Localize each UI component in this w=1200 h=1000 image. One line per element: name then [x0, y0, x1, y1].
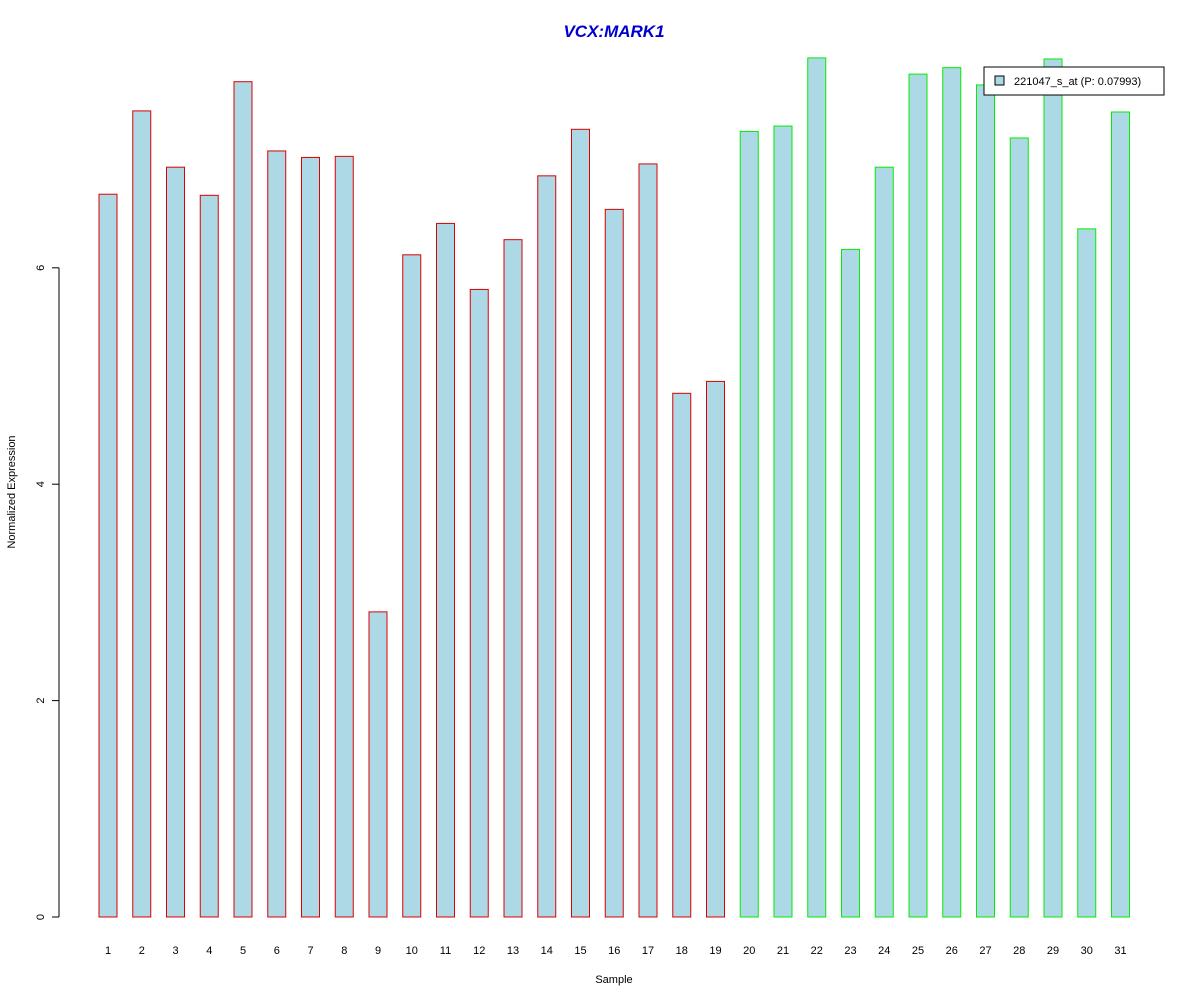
bar-sample-11 — [436, 222, 455, 918]
bar-sample-17 — [638, 163, 658, 918]
bar-sample-7 — [301, 156, 320, 918]
bar-sample-29 — [1043, 58, 1063, 918]
x-axis-label: Sample — [595, 974, 632, 986]
bar-sample-27 — [976, 84, 995, 918]
bar-sample-2 — [132, 110, 152, 918]
x-tick-label: 22 — [811, 945, 823, 957]
bar-sample-12 — [469, 288, 489, 918]
y-tick-label: 6 — [35, 265, 47, 271]
x-tick-label: 18 — [676, 945, 688, 957]
x-tick-label: 29 — [1047, 945, 1059, 957]
x-tick-label: 23 — [844, 945, 856, 957]
bar-sample-18 — [672, 392, 692, 918]
legend: 221047_s_at (P: 0.07993) — [983, 66, 1165, 96]
bar-sample-22 — [807, 57, 827, 918]
bar-sample-13 — [503, 239, 523, 918]
bar-sample-14 — [537, 175, 557, 918]
x-tick-label: 15 — [574, 945, 586, 957]
x-tick-label: 24 — [878, 945, 890, 957]
bar-sample-15 — [571, 128, 590, 918]
bar-sample-31 — [1111, 111, 1130, 918]
bars — [98, 57, 1130, 918]
bar-sample-10 — [402, 254, 422, 918]
bar-sample-30 — [1077, 228, 1097, 918]
bar-sample-25 — [908, 73, 928, 918]
y-axis-label: Normalized Expression — [6, 435, 18, 548]
x-tick-label: 3 — [172, 945, 178, 957]
x-tick-label: 4 — [206, 945, 212, 957]
bar-sample-20 — [739, 130, 759, 918]
bar-sample-9 — [368, 611, 388, 918]
x-tick-label: 2 — [139, 945, 145, 957]
bar-sample-23 — [841, 248, 860, 918]
bar-sample-1 — [98, 193, 118, 918]
x-tick-label: 14 — [541, 945, 553, 957]
legend-box — [983, 66, 1165, 96]
y-axis: 0 2 4 6 — [35, 265, 60, 920]
x-tick-label: 19 — [709, 945, 721, 957]
x-tick-label: 8 — [341, 945, 347, 957]
x-tick-label: 9 — [375, 945, 381, 957]
x-tick-label: 12 — [473, 945, 485, 957]
x-tick-label: 5 — [240, 945, 246, 957]
x-tick-label: 6 — [274, 945, 280, 957]
x-tick-label: 7 — [307, 945, 313, 957]
chart-title: VCX:MARK1 — [563, 22, 664, 41]
x-tick-label: 25 — [912, 945, 924, 957]
x-tick-label: 11 — [440, 945, 451, 957]
x-tick-label: 27 — [979, 945, 991, 957]
bar-sample-21 — [773, 125, 793, 918]
x-tick-label: 17 — [642, 945, 654, 957]
x-tick-label: 26 — [946, 945, 958, 957]
bar-sample-24 — [874, 166, 894, 918]
x-tick-label: 1 — [105, 945, 111, 957]
bar-sample-28 — [1009, 137, 1029, 918]
bar-sample-5 — [233, 81, 253, 918]
legend-label: 221047_s_at (P: 0.07993) — [1014, 76, 1141, 88]
y-tick-label: 0 — [35, 914, 47, 920]
x-tick-labels: 1 2 3 4 5 6 7 8 9 10 11 12 13 14 15 16 17 18 19 20 21 22 23 24 2… — [105, 945, 1127, 957]
y-tick-label: 4 — [35, 481, 47, 487]
x-tick-label: 16 — [608, 945, 620, 957]
legend-swatch — [994, 75, 1005, 86]
y-tick-label: 2 — [35, 698, 47, 704]
bar-sample-8 — [334, 155, 354, 918]
bar-sample-4 — [199, 194, 219, 918]
bar-sample-16 — [604, 208, 624, 918]
bar-sample-3 — [166, 166, 185, 918]
bar-sample-6 — [267, 150, 287, 918]
x-tick-label: 30 — [1081, 945, 1093, 957]
x-tick-label: 20 — [743, 945, 755, 957]
bar-sample-19 — [706, 380, 725, 918]
x-tick-label: 21 — [777, 945, 789, 957]
x-tick-label: 10 — [406, 945, 418, 957]
x-tick-label: 31 — [1114, 945, 1126, 957]
x-tick-label: 13 — [507, 945, 519, 957]
bar-sample-26 — [942, 67, 962, 918]
x-tick-label: 28 — [1013, 945, 1025, 957]
